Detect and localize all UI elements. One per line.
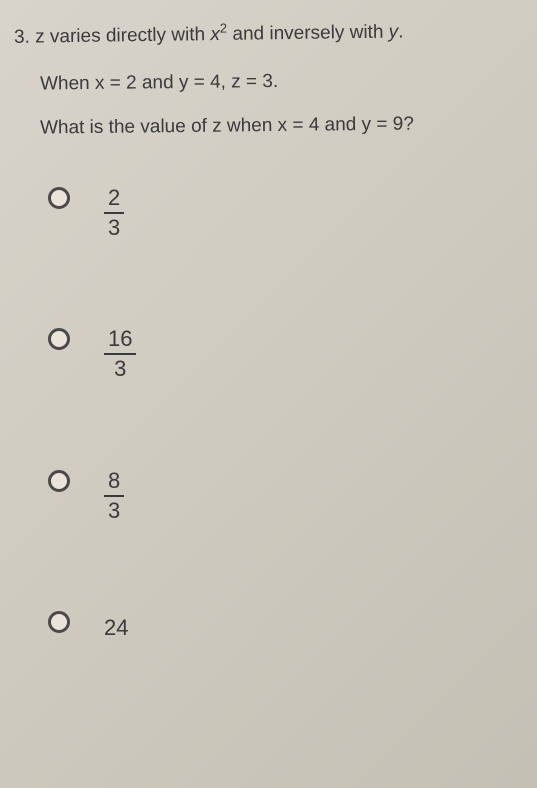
- options-group: 2 3 16 3 8 3 24: [48, 185, 517, 641]
- question-text-end: .: [398, 21, 404, 42]
- radio-icon[interactable]: [48, 611, 70, 633]
- option-d[interactable]: 24: [48, 609, 517, 641]
- option-a-den: 3: [104, 214, 124, 240]
- question-var-x: x: [210, 24, 220, 45]
- option-a-num: 2: [104, 186, 124, 214]
- question-line-3: What is the value of z when x = 4 and y …: [40, 112, 517, 139]
- question-text-prefix: z varies directly with: [35, 24, 211, 47]
- question-given: When x = 2 and y = 4, z = 3.: [40, 71, 278, 94]
- question-number: 3.: [14, 27, 30, 48]
- option-b-num: 16: [104, 327, 136, 355]
- option-c-value: 8 3: [104, 468, 124, 523]
- option-b[interactable]: 16 3: [48, 326, 517, 381]
- radio-icon[interactable]: [48, 187, 70, 209]
- radio-icon[interactable]: [48, 328, 70, 350]
- option-a[interactable]: 2 3: [48, 185, 517, 240]
- radio-icon[interactable]: [48, 470, 70, 492]
- option-b-value: 16 3: [104, 326, 136, 381]
- option-c-den: 3: [104, 497, 124, 523]
- question-ask: What is the value of z when x = 4 and y …: [40, 113, 414, 138]
- option-c-num: 8: [104, 469, 124, 497]
- option-d-value: 24: [104, 609, 128, 641]
- option-a-value: 2 3: [104, 185, 124, 240]
- question-line-1: 3. z varies directly with x2 and inverse…: [14, 14, 517, 52]
- option-b-den: 3: [110, 355, 130, 381]
- option-c[interactable]: 8 3: [48, 468, 517, 523]
- question-line-2: When x = 2 and y = 4, z = 3.: [40, 68, 517, 95]
- question-text-mid: and inversely with: [227, 22, 389, 45]
